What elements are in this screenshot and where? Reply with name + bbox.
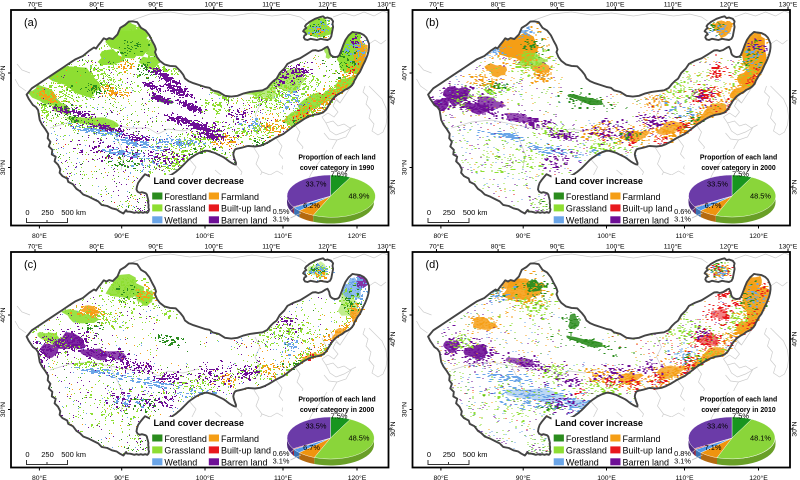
- svg-text:Built-up land: Built-up land: [623, 446, 673, 456]
- svg-text:33.5%: 33.5%: [707, 180, 728, 189]
- svg-text:Wetland: Wetland: [566, 216, 599, 226]
- svg-text:Land cover increase: Land cover increase: [555, 418, 643, 428]
- svg-text:km: km: [76, 450, 86, 459]
- svg-text:48.5%: 48.5%: [349, 434, 370, 443]
- svg-text:Built-up land: Built-up land: [221, 446, 271, 456]
- svg-text:Barren land: Barren land: [221, 458, 268, 468]
- svg-text:Forestland: Forestland: [566, 192, 609, 202]
- svg-text:Grassland: Grassland: [164, 204, 205, 214]
- svg-text:Farmland: Farmland: [623, 192, 661, 202]
- svg-text:Wetland: Wetland: [566, 458, 599, 468]
- svg-text:0.6%: 0.6%: [674, 207, 691, 216]
- svg-text:Barren land: Barren land: [623, 458, 670, 468]
- svg-text:cover category in 2000: cover category in 2000: [300, 407, 374, 414]
- svg-text:Land cover increase: Land cover increase: [555, 176, 643, 186]
- svg-text:0: 0: [427, 450, 431, 459]
- svg-text:(d): (d): [426, 259, 439, 271]
- svg-text:250: 250: [443, 208, 456, 217]
- svg-text:Built-up land: Built-up land: [221, 204, 271, 214]
- svg-text:Farmland: Farmland: [623, 434, 661, 444]
- svg-text:0.8%: 0.8%: [674, 449, 691, 458]
- svg-text:Wetland: Wetland: [164, 458, 197, 468]
- svg-text:0.5%: 0.5%: [273, 207, 290, 216]
- svg-text:Forestland: Forestland: [164, 192, 207, 202]
- svg-text:Forestland: Forestland: [566, 434, 609, 444]
- svg-text:Proportion of each land: Proportion of each land: [700, 397, 777, 404]
- svg-text:cover category in 2000: cover category in 2000: [701, 165, 775, 172]
- svg-text:Proportion of each land: Proportion of each land: [298, 155, 375, 162]
- svg-text:0: 0: [25, 450, 29, 459]
- svg-text:6.7%: 6.7%: [303, 443, 320, 452]
- svg-text:3.1%: 3.1%: [674, 214, 691, 223]
- svg-text:48.1%: 48.1%: [750, 434, 771, 443]
- svg-text:cover category in 1990: cover category in 1990: [300, 165, 374, 172]
- svg-text:33.4%: 33.4%: [707, 422, 728, 431]
- svg-text:33.5%: 33.5%: [306, 422, 327, 431]
- svg-text:Grassland: Grassland: [566, 446, 607, 456]
- svg-text:33.7%: 33.7%: [306, 180, 327, 189]
- svg-text:500: 500: [61, 208, 74, 217]
- svg-text:Forestland: Forestland: [164, 434, 207, 444]
- svg-text:km: km: [478, 208, 488, 217]
- svg-text:250: 250: [443, 450, 456, 459]
- svg-text:6.2%: 6.2%: [303, 201, 320, 210]
- svg-text:cover category in 2010: cover category in 2010: [701, 407, 775, 414]
- svg-text:3.1%: 3.1%: [674, 456, 691, 465]
- svg-text:(b): (b): [426, 17, 439, 29]
- svg-text:7.1%: 7.1%: [705, 443, 722, 452]
- svg-text:7.5%: 7.5%: [331, 412, 348, 421]
- svg-text:Land cover decrease: Land cover decrease: [154, 418, 244, 428]
- svg-text:7.5%: 7.5%: [732, 412, 749, 421]
- svg-text:Built-up land: Built-up land: [623, 204, 673, 214]
- svg-text:Wetland: Wetland: [164, 216, 197, 226]
- svg-text:km: km: [478, 450, 488, 459]
- svg-text:6.7%: 6.7%: [705, 201, 722, 210]
- svg-text:Barren land: Barren land: [221, 216, 268, 226]
- svg-text:500: 500: [61, 450, 74, 459]
- svg-text:(c): (c): [24, 259, 37, 271]
- svg-text:0.6%: 0.6%: [273, 449, 290, 458]
- svg-text:250: 250: [41, 450, 54, 459]
- svg-text:7.5%: 7.5%: [732, 170, 749, 179]
- svg-text:Grassland: Grassland: [164, 446, 205, 456]
- svg-text:250: 250: [41, 208, 54, 217]
- svg-text:7.6%: 7.6%: [331, 170, 348, 179]
- svg-text:(a): (a): [24, 17, 37, 29]
- svg-text:Barren land: Barren land: [623, 216, 670, 226]
- svg-text:0: 0: [25, 208, 29, 217]
- svg-text:Farmland: Farmland: [221, 434, 259, 444]
- svg-text:Farmland: Farmland: [221, 192, 259, 202]
- svg-text:km: km: [76, 208, 86, 217]
- svg-text:Grassland: Grassland: [566, 204, 607, 214]
- svg-text:Land cover decrease: Land cover decrease: [154, 176, 244, 186]
- svg-text:48.5%: 48.5%: [750, 192, 771, 201]
- svg-text:500: 500: [463, 450, 476, 459]
- svg-text:0: 0: [427, 208, 431, 217]
- svg-text:3.1%: 3.1%: [273, 214, 290, 223]
- svg-text:Proportion of each land: Proportion of each land: [700, 155, 777, 162]
- svg-text:48.9%: 48.9%: [349, 192, 370, 201]
- svg-text:Proportion of each land: Proportion of each land: [298, 397, 375, 404]
- svg-text:500: 500: [463, 208, 476, 217]
- svg-text:3.1%: 3.1%: [273, 456, 290, 465]
